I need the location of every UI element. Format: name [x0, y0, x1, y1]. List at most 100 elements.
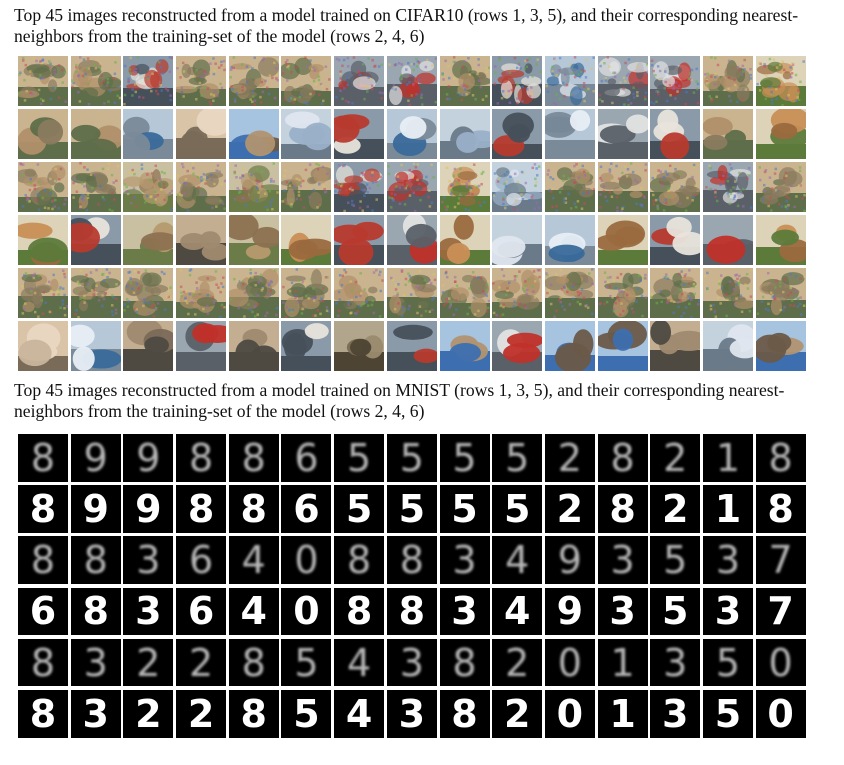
digit-glyph: 2	[503, 691, 531, 736]
mnist-reconstruction-digit: 5	[386, 434, 437, 482]
digit-glyph: 1	[609, 691, 636, 736]
digit-glyph: 3	[451, 589, 478, 634]
digit-glyph: 8	[768, 435, 793, 480]
mnist-reconstruction-digit: 2	[123, 638, 174, 687]
cifar-reconstruction-thumbnail	[176, 268, 227, 318]
mnist-reconstruction-digit: 4	[334, 638, 385, 687]
mnist-nearest-neighbor-digit: 4	[334, 689, 385, 738]
mnist-reconstruction-digit: 2	[650, 434, 701, 482]
cifar-reconstruction-thumbnail	[544, 56, 595, 106]
cifar-image-grid	[18, 56, 806, 371]
cifar-nearest-neighbor-thumbnail	[334, 215, 385, 265]
mnist-nearest-neighbor-digit: 8	[439, 689, 490, 738]
mnist-reconstruction-digit: 9	[544, 536, 595, 585]
cifar-nearest-neighbor-thumbnail	[597, 109, 648, 159]
cifar-nearest-neighbor-thumbnail	[755, 109, 806, 159]
mnist-nearest-neighbor-digit: 2	[544, 485, 595, 533]
digit-glyph: 8	[767, 487, 794, 532]
mnist-reconstruction-digit: 5	[492, 434, 543, 482]
mnist-reconstruction-digit: 5	[650, 536, 701, 585]
cifar-reconstruction-thumbnail	[123, 162, 174, 212]
cifar-reconstruction-thumbnail	[281, 162, 332, 212]
digit-glyph: 2	[662, 487, 689, 532]
digit-glyph: 0	[293, 589, 320, 634]
cifar-reconstruction-thumbnail	[544, 162, 595, 212]
cifar-nearest-neighbor-thumbnail	[281, 109, 332, 159]
mnist-nearest-neighbor-digit: 3	[650, 689, 701, 738]
mnist-reconstruction-digit: 0	[544, 638, 595, 687]
cifar-reconstruction-thumbnail	[492, 56, 543, 106]
cifar-nearest-neighbor-thumbnail	[755, 215, 806, 265]
mnist-reconstruction-digit: 5	[334, 434, 385, 482]
digit-glyph: 1	[715, 435, 741, 480]
mnist-nearest-neighbor-digit: 3	[70, 689, 121, 738]
cifar-reconstruction-thumbnail	[70, 162, 121, 212]
cifar-reconstruction-thumbnail	[176, 56, 227, 106]
cifar-reconstruction-thumbnail	[386, 162, 437, 212]
digit-glyph: 0	[768, 640, 793, 685]
digit-glyph: 9	[83, 435, 108, 480]
digit-glyph: 5	[503, 487, 531, 532]
mnist-reconstruction-digit: 3	[702, 536, 753, 585]
digit-glyph: 2	[557, 435, 582, 480]
mnist-nearest-neighbor-digit: 5	[492, 485, 543, 533]
mnist-reconstruction-digit: 5	[281, 638, 332, 687]
cifar-nearest-neighbor-thumbnail	[281, 215, 332, 265]
cifar-nearest-neighbor-thumbnail	[650, 321, 701, 371]
mnist-reconstruction-digit: 1	[597, 638, 648, 687]
cifar-reconstruction-thumbnail	[18, 268, 68, 318]
digit-glyph: 1	[714, 487, 742, 532]
cifar-nearest-neighbor-thumbnail	[650, 215, 701, 265]
cifar-nearest-neighbor-thumbnail	[492, 215, 543, 265]
mnist-reconstruction-digit: 4	[492, 536, 543, 585]
digit-glyph: 6	[187, 589, 215, 634]
digit-glyph: 3	[609, 589, 636, 634]
digit-glyph: 5	[294, 640, 319, 685]
digit-glyph: 8	[30, 435, 56, 480]
digit-glyph: 6	[188, 538, 214, 583]
cifar-reconstruction-thumbnail	[755, 268, 806, 318]
cifar-reconstruction-thumbnail	[755, 162, 806, 212]
mnist-reconstruction-digit: 3	[386, 638, 437, 687]
mnist-caption: Top 45 images reconstructed from a model…	[14, 380, 785, 421]
cifar-nearest-neighbor-thumbnail	[228, 109, 279, 159]
cifar-reconstruction-thumbnail	[702, 56, 753, 106]
cifar-nearest-neighbor-thumbnail	[439, 321, 490, 371]
digit-glyph: 5	[505, 435, 530, 480]
mnist-nearest-neighbor-digit: 5	[650, 587, 701, 636]
cifar-reconstruction-thumbnail	[70, 268, 121, 318]
mnist-nearest-neighbor-digit: 3	[123, 587, 174, 636]
mnist-nearest-neighbor-digit: 1	[597, 689, 648, 738]
cifar-nearest-neighbor-thumbnail	[386, 109, 437, 159]
mnist-reconstruction-digit: 2	[492, 638, 543, 687]
mnist-nearest-neighbor-digit: 8	[228, 689, 279, 738]
mnist-nearest-neighbor-digit: 8	[597, 485, 648, 533]
mnist-nearest-neighbor-digit: 1	[702, 485, 753, 533]
digit-glyph: 2	[505, 640, 530, 685]
mnist-reconstruction-digit: 7	[755, 536, 806, 585]
digit-glyph: 6	[29, 589, 57, 634]
digit-glyph: 8	[451, 691, 478, 736]
cifar-reconstruction-thumbnail	[18, 56, 68, 106]
mnist-reconstruction-digit: 8	[334, 536, 385, 585]
cifar-reconstruction-thumbnail	[597, 56, 648, 106]
mnist-reconstruction-digit: 8	[18, 638, 68, 687]
cifar-reconstruction-thumbnail	[544, 268, 595, 318]
cifar-nearest-neighbor-thumbnail	[492, 109, 543, 159]
cifar-nearest-neighbor-thumbnail	[544, 321, 595, 371]
mnist-nearest-neighbor-digit: 0	[755, 689, 806, 738]
mnist-nearest-neighbor-digit: 6	[281, 485, 332, 533]
digit-glyph: 5	[714, 691, 742, 736]
mnist-nearest-neighbor-digit: 2	[176, 689, 227, 738]
digit-glyph: 6	[294, 435, 319, 480]
digit-glyph: 0	[556, 691, 584, 736]
mnist-reconstruction-digit: 3	[650, 638, 701, 687]
digit-glyph: 3	[135, 589, 162, 634]
mnist-reconstruction-digit: 0	[755, 638, 806, 687]
mnist-nearest-neighbor-digit: 3	[439, 587, 490, 636]
digit-glyph: 8	[398, 589, 426, 634]
digit-glyph: 4	[240, 589, 267, 634]
cifar-nearest-neighbor-thumbnail	[70, 215, 121, 265]
digit-glyph: 8	[188, 435, 214, 480]
